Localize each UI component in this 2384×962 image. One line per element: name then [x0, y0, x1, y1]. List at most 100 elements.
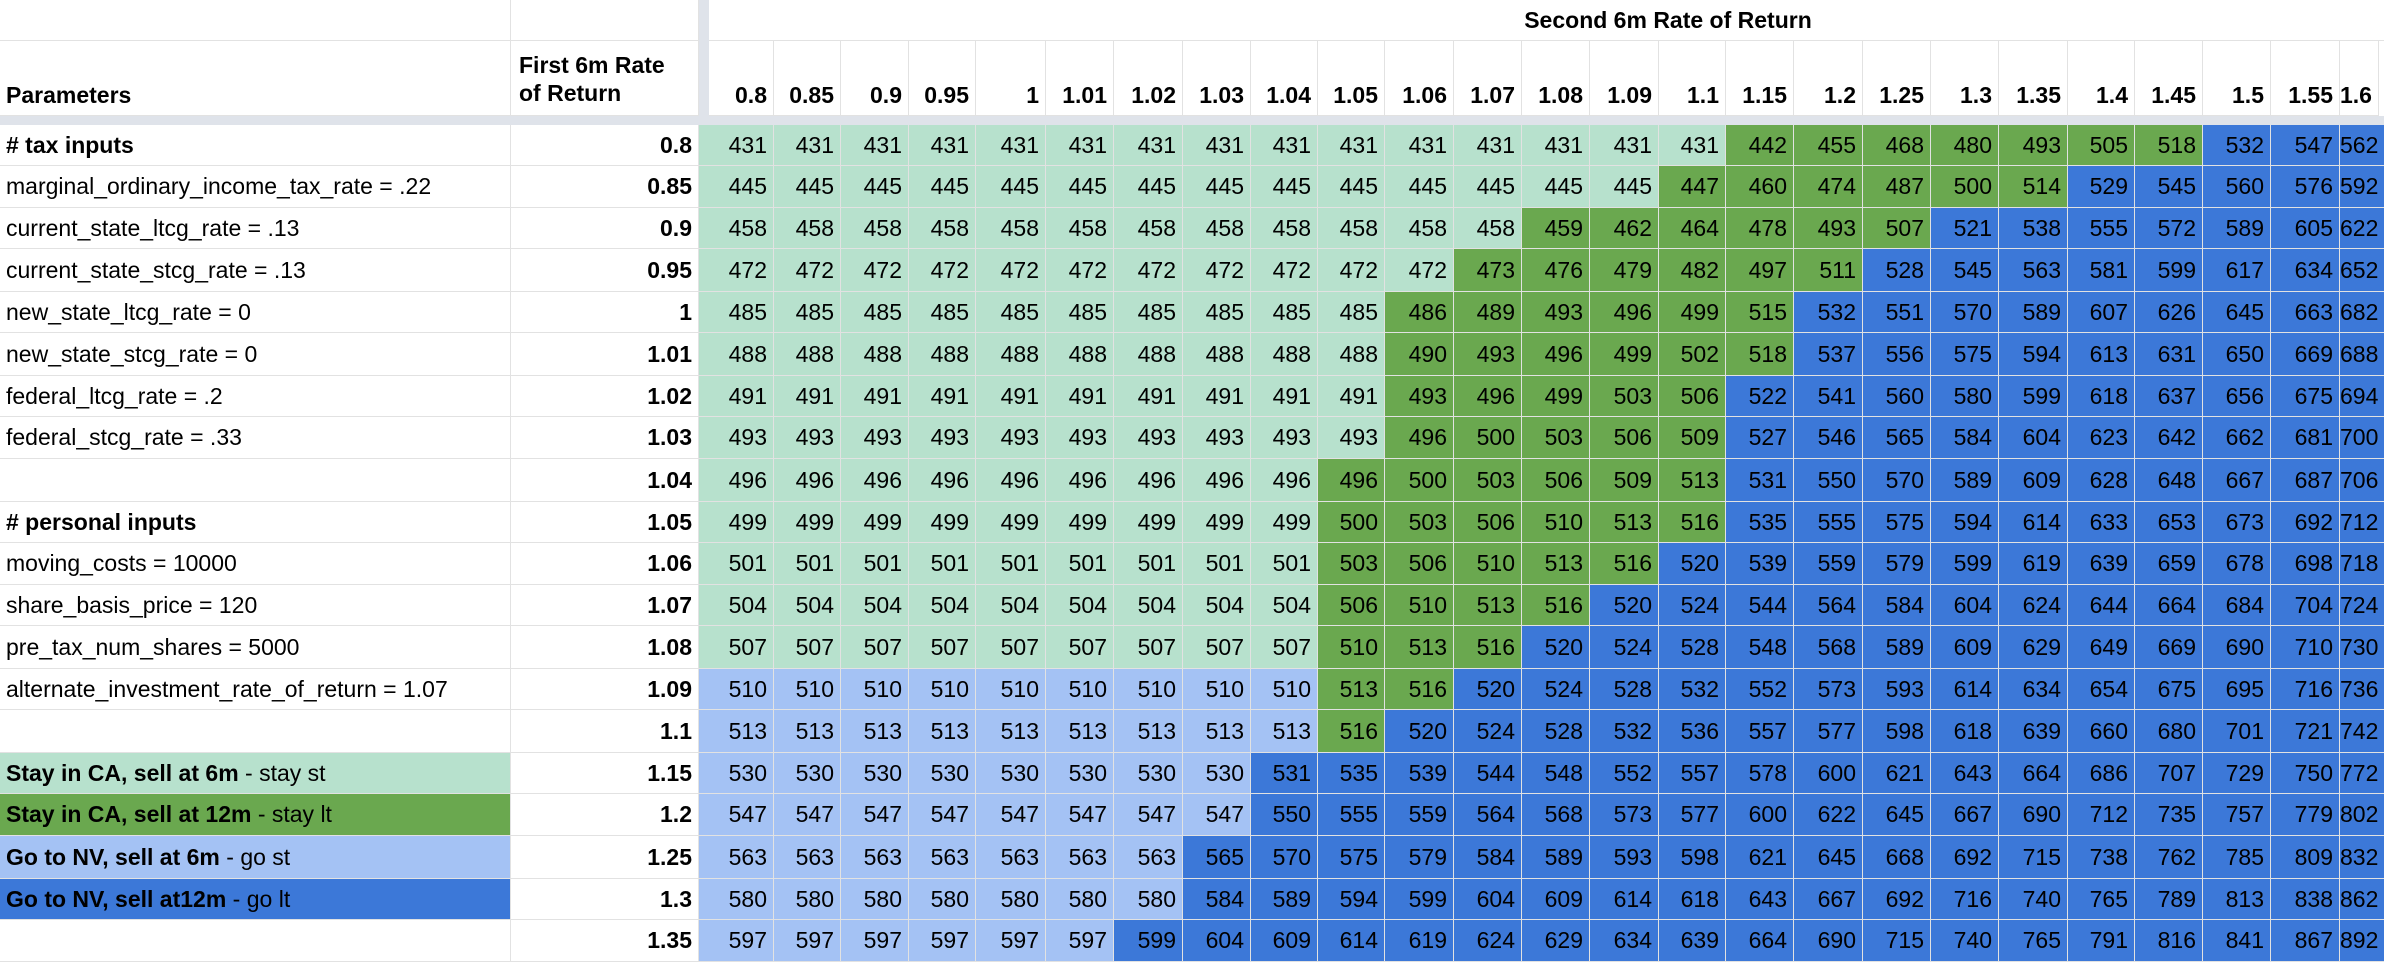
grid-cell[interactable]: 445	[1318, 166, 1385, 208]
grid-cell[interactable]: 639	[1999, 710, 2068, 753]
grid-cell[interactable]: 510	[1046, 669, 1114, 710]
grid-cell[interactable]: 550	[1794, 459, 1863, 502]
grid-cell[interactable]: 511	[1794, 249, 1863, 292]
grid-cell[interactable]: 892	[2340, 920, 2384, 962]
grid-cell[interactable]: 496	[976, 459, 1046, 502]
grid-cell[interactable]: 622	[2340, 208, 2384, 249]
grid-cell[interactable]: 597	[976, 920, 1046, 962]
grid-cell[interactable]: 618	[1659, 879, 1726, 920]
grid-cell[interactable]: 700	[2340, 417, 2384, 459]
grid-cell[interactable]: 528	[1659, 626, 1726, 669]
grid-cell[interactable]: 614	[1931, 669, 1999, 710]
grid-cell[interactable]: 645	[1863, 794, 1931, 836]
grid-cell[interactable]: 507	[1114, 626, 1183, 669]
grid-cell[interactable]: 431	[699, 125, 774, 166]
grid-cell[interactable]: 493	[1318, 417, 1385, 459]
grid-cell[interactable]: 589	[1522, 836, 1590, 879]
grid-cell[interactable]: 547	[909, 794, 976, 836]
grid-cell[interactable]: 506	[1659, 376, 1726, 417]
grid-cell[interactable]: 431	[1318, 125, 1385, 166]
grid-cell[interactable]: 573	[1590, 794, 1659, 836]
grid-cell[interactable]: 559	[1385, 794, 1454, 836]
grid-cell[interactable]: 555	[1794, 502, 1863, 543]
grid-cell[interactable]: 493	[699, 417, 774, 459]
grid-cell[interactable]: 503	[1454, 459, 1522, 502]
grid-cell[interactable]: 580	[841, 879, 909, 920]
grid-cell[interactable]: 431	[1385, 125, 1454, 166]
grid-cell[interactable]: 507	[909, 626, 976, 669]
grid-cell[interactable]: 576	[2271, 166, 2340, 208]
grid-cell[interactable]: 643	[1931, 753, 1999, 794]
grid-cell[interactable]: 618	[1931, 710, 1999, 753]
grid-cell[interactable]: 597	[841, 920, 909, 962]
grid-cell[interactable]: 504	[976, 585, 1046, 626]
grid-cell[interactable]: 716	[1931, 879, 1999, 920]
grid-cell[interactable]: 496	[1318, 459, 1385, 502]
grid-cell[interactable]: 740	[1931, 920, 1999, 962]
grid-cell[interactable]: 493	[1794, 208, 1863, 249]
grid-cell[interactable]: 513	[774, 710, 841, 753]
grid-cell[interactable]: 503	[1522, 417, 1590, 459]
grid-cell[interactable]: 493	[1251, 417, 1318, 459]
grid-cell[interactable]: 545	[1931, 249, 1999, 292]
grid-cell[interactable]: 832	[2340, 836, 2384, 879]
grid-cell[interactable]: 501	[1183, 543, 1251, 585]
grid-cell[interactable]: 507	[1183, 626, 1251, 669]
grid-cell[interactable]: 458	[1454, 208, 1522, 249]
grid-cell[interactable]: 564	[1454, 794, 1522, 836]
grid-cell[interactable]: 692	[1931, 836, 1999, 879]
grid-cell[interactable]: 688	[2340, 333, 2384, 376]
grid-cell[interactable]: 472	[976, 249, 1046, 292]
grid-cell[interactable]: 491	[976, 376, 1046, 417]
grid-cell[interactable]: 488	[1183, 333, 1251, 376]
grid-cell[interactable]: 472	[909, 249, 976, 292]
grid-cell[interactable]: 529	[2068, 166, 2135, 208]
grid-cell[interactable]: 678	[2203, 543, 2271, 585]
grid-cell[interactable]: 712	[2340, 502, 2384, 543]
grid-cell[interactable]: 506	[1590, 417, 1659, 459]
grid-cell[interactable]: 499	[1183, 502, 1251, 543]
grid-cell[interactable]: 669	[2271, 333, 2340, 376]
grid-cell[interactable]: 496	[699, 459, 774, 502]
grid-cell[interactable]: 513	[699, 710, 774, 753]
grid-cell[interactable]: 626	[2135, 292, 2203, 333]
grid-cell[interactable]: 718	[2340, 543, 2384, 585]
grid-cell[interactable]: 445	[1114, 166, 1183, 208]
grid-cell[interactable]: 445	[699, 166, 774, 208]
grid-cell[interactable]: 506	[1385, 543, 1454, 585]
grid-cell[interactable]: 491	[1251, 376, 1318, 417]
grid-cell[interactable]: 488	[1046, 333, 1114, 376]
grid-cell[interactable]: 599	[2135, 249, 2203, 292]
grid-cell[interactable]: 707	[2135, 753, 2203, 794]
grid-cell[interactable]: 530	[976, 753, 1046, 794]
grid-cell[interactable]: 485	[1046, 292, 1114, 333]
grid-cell[interactable]: 557	[1726, 710, 1794, 753]
grid-cell[interactable]: 570	[1251, 836, 1318, 879]
grid-cell[interactable]: 503	[1318, 543, 1385, 585]
grid-cell[interactable]: 621	[1863, 753, 1931, 794]
grid-cell[interactable]: 510	[774, 669, 841, 710]
grid-cell[interactable]: 513	[1454, 585, 1522, 626]
grid-cell[interactable]: 510	[1183, 669, 1251, 710]
grid-cell[interactable]: 594	[1318, 879, 1385, 920]
grid-cell[interactable]: 530	[774, 753, 841, 794]
grid-cell[interactable]: 631	[2135, 333, 2203, 376]
grid-cell[interactable]: 501	[976, 543, 1046, 585]
grid-cell[interactable]: 656	[2203, 376, 2271, 417]
grid-cell[interactable]: 499	[1251, 502, 1318, 543]
grid-cell[interactable]: 604	[1999, 417, 2068, 459]
grid-cell[interactable]: 530	[1114, 753, 1183, 794]
grid-cell[interactable]: 458	[1251, 208, 1318, 249]
grid-cell[interactable]: 447	[1659, 166, 1726, 208]
grid-cell[interactable]: 539	[1726, 543, 1794, 585]
grid-cell[interactable]: 673	[2203, 502, 2271, 543]
grid-cell[interactable]: 605	[2271, 208, 2340, 249]
grid-cell[interactable]: 599	[1385, 879, 1454, 920]
grid-cell[interactable]: 431	[774, 125, 841, 166]
grid-cell[interactable]: 491	[699, 376, 774, 417]
grid-cell[interactable]: 634	[2271, 249, 2340, 292]
grid-cell[interactable]: 551	[1863, 292, 1931, 333]
grid-cell[interactable]: 604	[1931, 585, 1999, 626]
grid-cell[interactable]: 507	[1251, 626, 1318, 669]
grid-cell[interactable]: 547	[841, 794, 909, 836]
